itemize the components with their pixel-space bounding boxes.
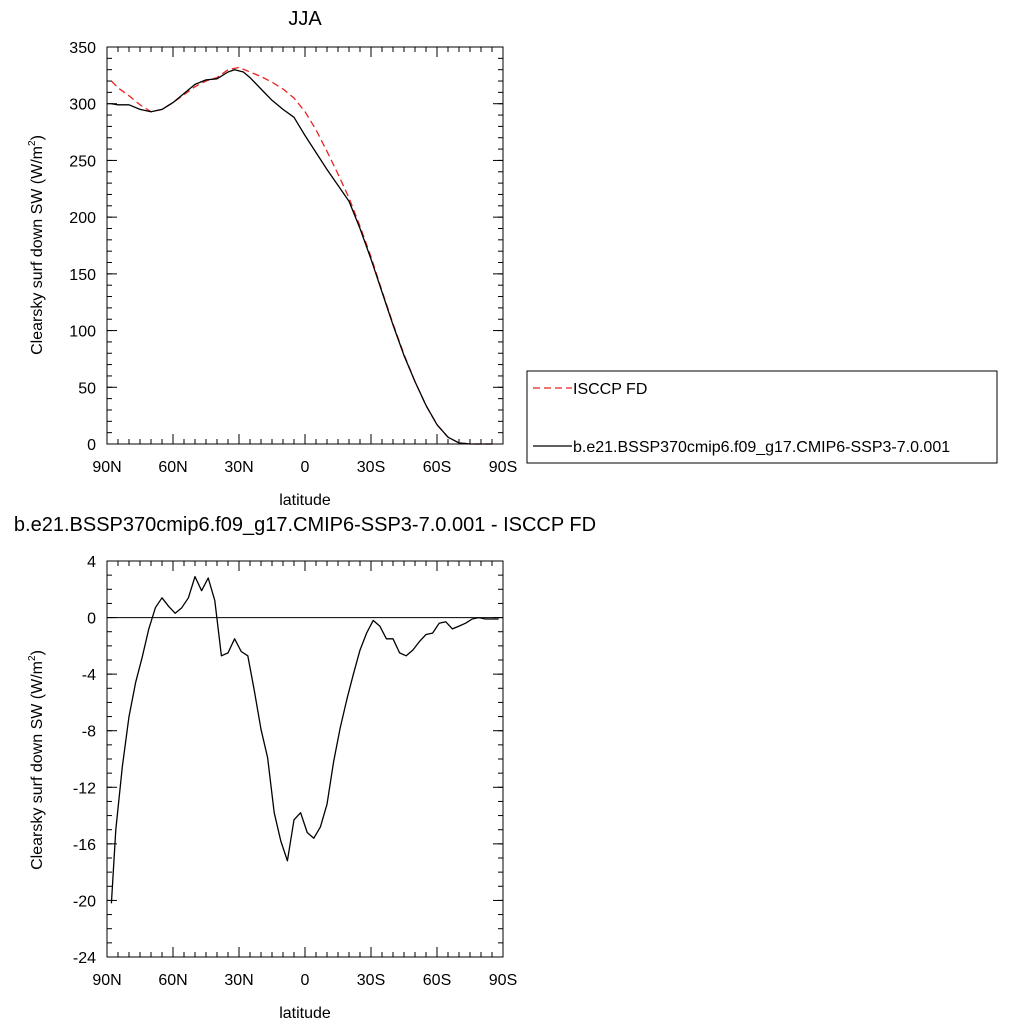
bottom-chart: b.e21.BSSP370cmip6.f09_g17.CMIP6-SSP3-7.…: [14, 514, 596, 1022]
top-y-axis-label: Clearsky surf down SW (W/m2): [27, 135, 46, 355]
bottom-chart-series: [110, 575, 499, 904]
legend-label-model: b.e21.BSSP370cmip6.f09_g17.CMIP6-SSP3-7.…: [573, 439, 950, 456]
bottom-x-tick-label: 30N: [224, 972, 253, 989]
top-y-tick-label: 0: [87, 437, 96, 454]
bottom-chart-ticks: [106, 560, 504, 958]
bottom-chart-title: b.e21.BSSP370cmip6.f09_g17.CMIP6-SSP3-7.…: [14, 514, 596, 536]
bottom-x-tick-label: 30S: [357, 972, 385, 989]
top-chart: JJA 90N 60N 30N 0 30S 60S 90S 0 50 100 150 200 250 30…: [27, 8, 517, 509]
bottom-y-tick-label: 4: [87, 554, 96, 571]
top-x-tick-label: 0: [301, 459, 310, 476]
top-x-tick-label: 60N: [158, 459, 187, 476]
legend-label-isccp: ISCCP FD: [573, 381, 647, 398]
top-chart-series: [110, 66, 492, 445]
top-chart-title: JJA: [288, 8, 322, 30]
top-chart-tick-labels: 90N 60N 30N 0 30S 60S 90S 0 50 100 150 200 250 300 350: [69, 40, 517, 476]
bottom-y-tick-label: -12: [73, 780, 96, 797]
bottom-y-tick-label: -8: [82, 724, 96, 741]
top-y-tick-label: 250: [69, 153, 96, 170]
bottom-series-line-0: [110, 575, 499, 904]
bottom-y-axis-label-main: Clearsky surf down SW (W/m: [29, 661, 46, 870]
bottom-x-axis-label: latitude: [279, 1005, 331, 1022]
bottom-x-tick-label: 90S: [489, 972, 517, 989]
bottom-y-tick-label: 0: [87, 611, 96, 628]
bottom-y-axis-label-tail: ): [29, 650, 46, 655]
bottom-x-tick-label: 90N: [92, 972, 121, 989]
bottom-y-axis-label: Clearsky surf down SW (W/m2): [27, 650, 46, 870]
bottom-y-tick-label: -20: [73, 893, 96, 910]
top-x-axis-label: latitude: [279, 492, 331, 509]
top-y-axis-label-superscript: 2: [27, 140, 38, 146]
top-x-tick-label: 30S: [357, 459, 385, 476]
top-series-line-0: [110, 66, 492, 445]
bottom-y-axis-label-superscript: 2: [27, 655, 38, 661]
top-y-axis-label-main: Clearsky surf down SW (W/m: [29, 146, 46, 355]
top-y-axis-label-tail: ): [29, 135, 46, 140]
top-x-tick-label: 90N: [92, 459, 121, 476]
top-x-tick-label: 90S: [489, 459, 517, 476]
bottom-y-tick-label: -16: [73, 837, 96, 854]
top-y-tick-label: 150: [69, 267, 96, 284]
bottom-plot-frame: [106, 560, 504, 958]
top-y-tick-label: 200: [69, 210, 96, 227]
top-x-tick-label: 60S: [423, 459, 451, 476]
bottom-y-tick-label: -4: [82, 667, 96, 684]
bottom-y-tick-label: -24: [73, 950, 96, 967]
bottom-x-tick-label: 0: [301, 972, 310, 989]
top-series-line-1: [111, 69, 492, 445]
bottom-chart-tick-labels: 90N 60N 30N 0 30S 60S 90S -24 -20 -16 -12 -8 -4 0 4: [73, 554, 517, 989]
top-y-tick-label: 50: [78, 380, 96, 397]
top-x-tick-label: 30N: [224, 459, 253, 476]
bottom-x-tick-label: 60N: [158, 972, 187, 989]
top-y-tick-label: 300: [69, 97, 96, 114]
legend-box: [526, 370, 998, 464]
top-plot-frame: [106, 46, 504, 445]
top-y-tick-label: 350: [69, 40, 96, 57]
top-y-tick-label: 100: [69, 324, 96, 341]
bottom-x-tick-label: 60S: [423, 972, 451, 989]
legend: ISCCP FD b.e21.BSSP370cmip6.f09_g17.CMIP…: [526, 370, 998, 464]
